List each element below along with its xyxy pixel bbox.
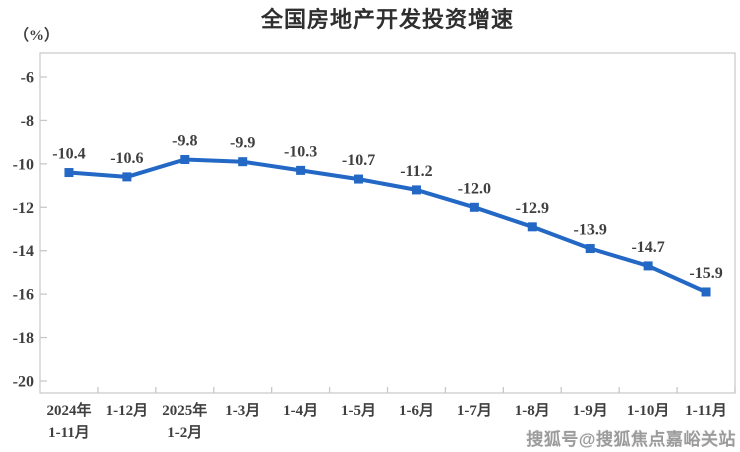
data-point-marker <box>643 261 653 271</box>
data-point-label: -9.8 <box>172 133 197 150</box>
data-point-label: -10.7 <box>342 152 375 169</box>
data-point-marker <box>122 172 132 182</box>
x-axis-category-label: 2025年 1-2月 <box>162 401 207 441</box>
data-point-label: -12.0 <box>458 180 491 197</box>
data-point-label: -12.9 <box>516 200 549 217</box>
x-axis-category-label: 1-5月 <box>341 402 376 419</box>
y-axis-tick-label: -6 <box>21 70 34 87</box>
data-point-marker <box>180 155 190 165</box>
data-point-marker <box>64 168 74 178</box>
data-line <box>67 157 708 294</box>
x-axis-category-label: 1-12月 <box>106 402 149 419</box>
x-axis-category-label: 1-11月 <box>685 402 727 419</box>
y-axis-tick-label: -12 <box>13 200 34 217</box>
y-axis-tick-label: -14 <box>13 243 34 260</box>
data-point-label: -13.9 <box>574 222 607 239</box>
data-point-label: -14.7 <box>631 239 664 256</box>
data-point-marker <box>296 165 306 175</box>
data-point-label: -10.4 <box>52 146 85 163</box>
data-point-marker <box>585 244 595 254</box>
data-point-marker <box>701 287 711 297</box>
data-point-label: -10.3 <box>284 143 317 160</box>
x-axis-category-label: 1-3月 <box>225 402 260 419</box>
data-point-marker <box>469 202 479 212</box>
x-axis-category-label: 1-7月 <box>457 402 492 419</box>
data-point-marker <box>354 174 364 184</box>
y-axis-tick-label: -18 <box>13 330 34 347</box>
y-axis-unit-label: （%） <box>14 28 60 44</box>
watermark-text: 搜狐号@搜狐焦点嘉峪关站 <box>526 430 736 449</box>
x-axis-category-label: 1-4月 <box>283 402 318 419</box>
x-axis-category-label: 1-8月 <box>515 402 550 419</box>
data-point-label: -15.9 <box>689 265 722 282</box>
x-axis-category-label: 1-9月 <box>573 402 608 419</box>
plot-border <box>39 52 736 394</box>
data-point-marker <box>411 185 421 195</box>
data-point-label: -10.6 <box>110 150 143 167</box>
data-point-marker <box>238 157 248 167</box>
y-axis-tick-label: -10 <box>13 156 34 173</box>
data-point-label: -9.9 <box>230 135 255 152</box>
x-axis-category-label: 2024年 1-11月 <box>46 401 91 441</box>
x-axis-category-label: 1-10月 <box>627 402 670 419</box>
chart-title: 全国房地产开发投资增速 <box>260 7 514 32</box>
y-axis-tick-label: -16 <box>13 287 34 304</box>
x-axis-category-label: 1-6月 <box>399 402 434 419</box>
y-axis-tick-label: -20 <box>13 374 34 391</box>
data-point-marker <box>527 222 537 232</box>
y-axis-tick-label: -8 <box>21 113 34 130</box>
data-point-label: -11.2 <box>400 163 432 180</box>
